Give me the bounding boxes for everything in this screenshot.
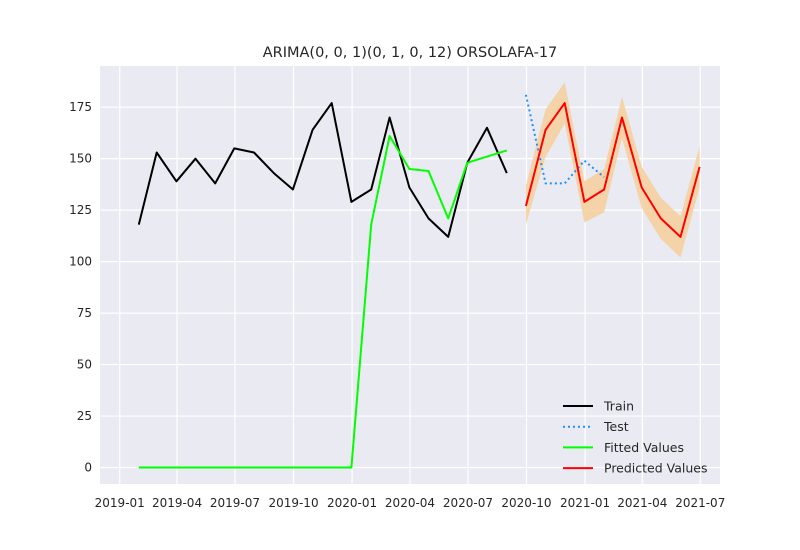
- y-tick-label: 50: [77, 358, 92, 372]
- y-tick-label: 175: [69, 100, 92, 114]
- x-tick-label: 2020-01: [327, 496, 377, 510]
- legend: Train Test Fitted Values Predicted Values: [563, 399, 708, 476]
- y-tick-label: 25: [77, 409, 92, 423]
- series-line-fitted-values: [138, 135, 508, 469]
- y-tick-label: 125: [69, 203, 92, 217]
- x-tick-label: 2019-01: [95, 496, 145, 510]
- y-axis: 0 25 50 75 100 125 150 175: [69, 100, 92, 474]
- gridlines: [100, 66, 720, 484]
- x-tick-label: 2021-01: [560, 496, 610, 510]
- x-tick-label: 2020-04: [385, 496, 435, 510]
- x-tick-label: 2019-07: [210, 496, 260, 510]
- y-tick-label: 150: [69, 152, 92, 166]
- legend-label: Train: [603, 399, 634, 414]
- series-line-train: [137, 102, 508, 238]
- x-tick-label: 2020-10: [501, 496, 551, 510]
- x-tick-label: 2021-07: [675, 496, 725, 510]
- y-tick-label: 100: [69, 255, 92, 269]
- x-tick-label: 2020-07: [443, 496, 493, 510]
- x-tick-label: 2019-04: [152, 496, 202, 510]
- y-tick-label: 0: [84, 461, 92, 475]
- y-tick-label: 75: [77, 306, 92, 320]
- series-line-predicted-values: [524, 102, 701, 238]
- x-tick-label: 2019-10: [268, 496, 318, 510]
- x-axis: 2019-01 2019-04 2019-07 2019-10 2020-01 2020-…: [95, 496, 726, 510]
- legend-label: Predicted Values: [604, 461, 708, 476]
- legend-label: Fitted Values: [604, 440, 684, 455]
- chart-title: ARIMA(0, 0, 1)(0, 1, 0, 12) ORSOLAFA-17: [263, 45, 558, 61]
- series-lines: [137, 94, 701, 469]
- legend-label: Test: [603, 419, 629, 434]
- x-tick-label: 2021-04: [617, 496, 667, 510]
